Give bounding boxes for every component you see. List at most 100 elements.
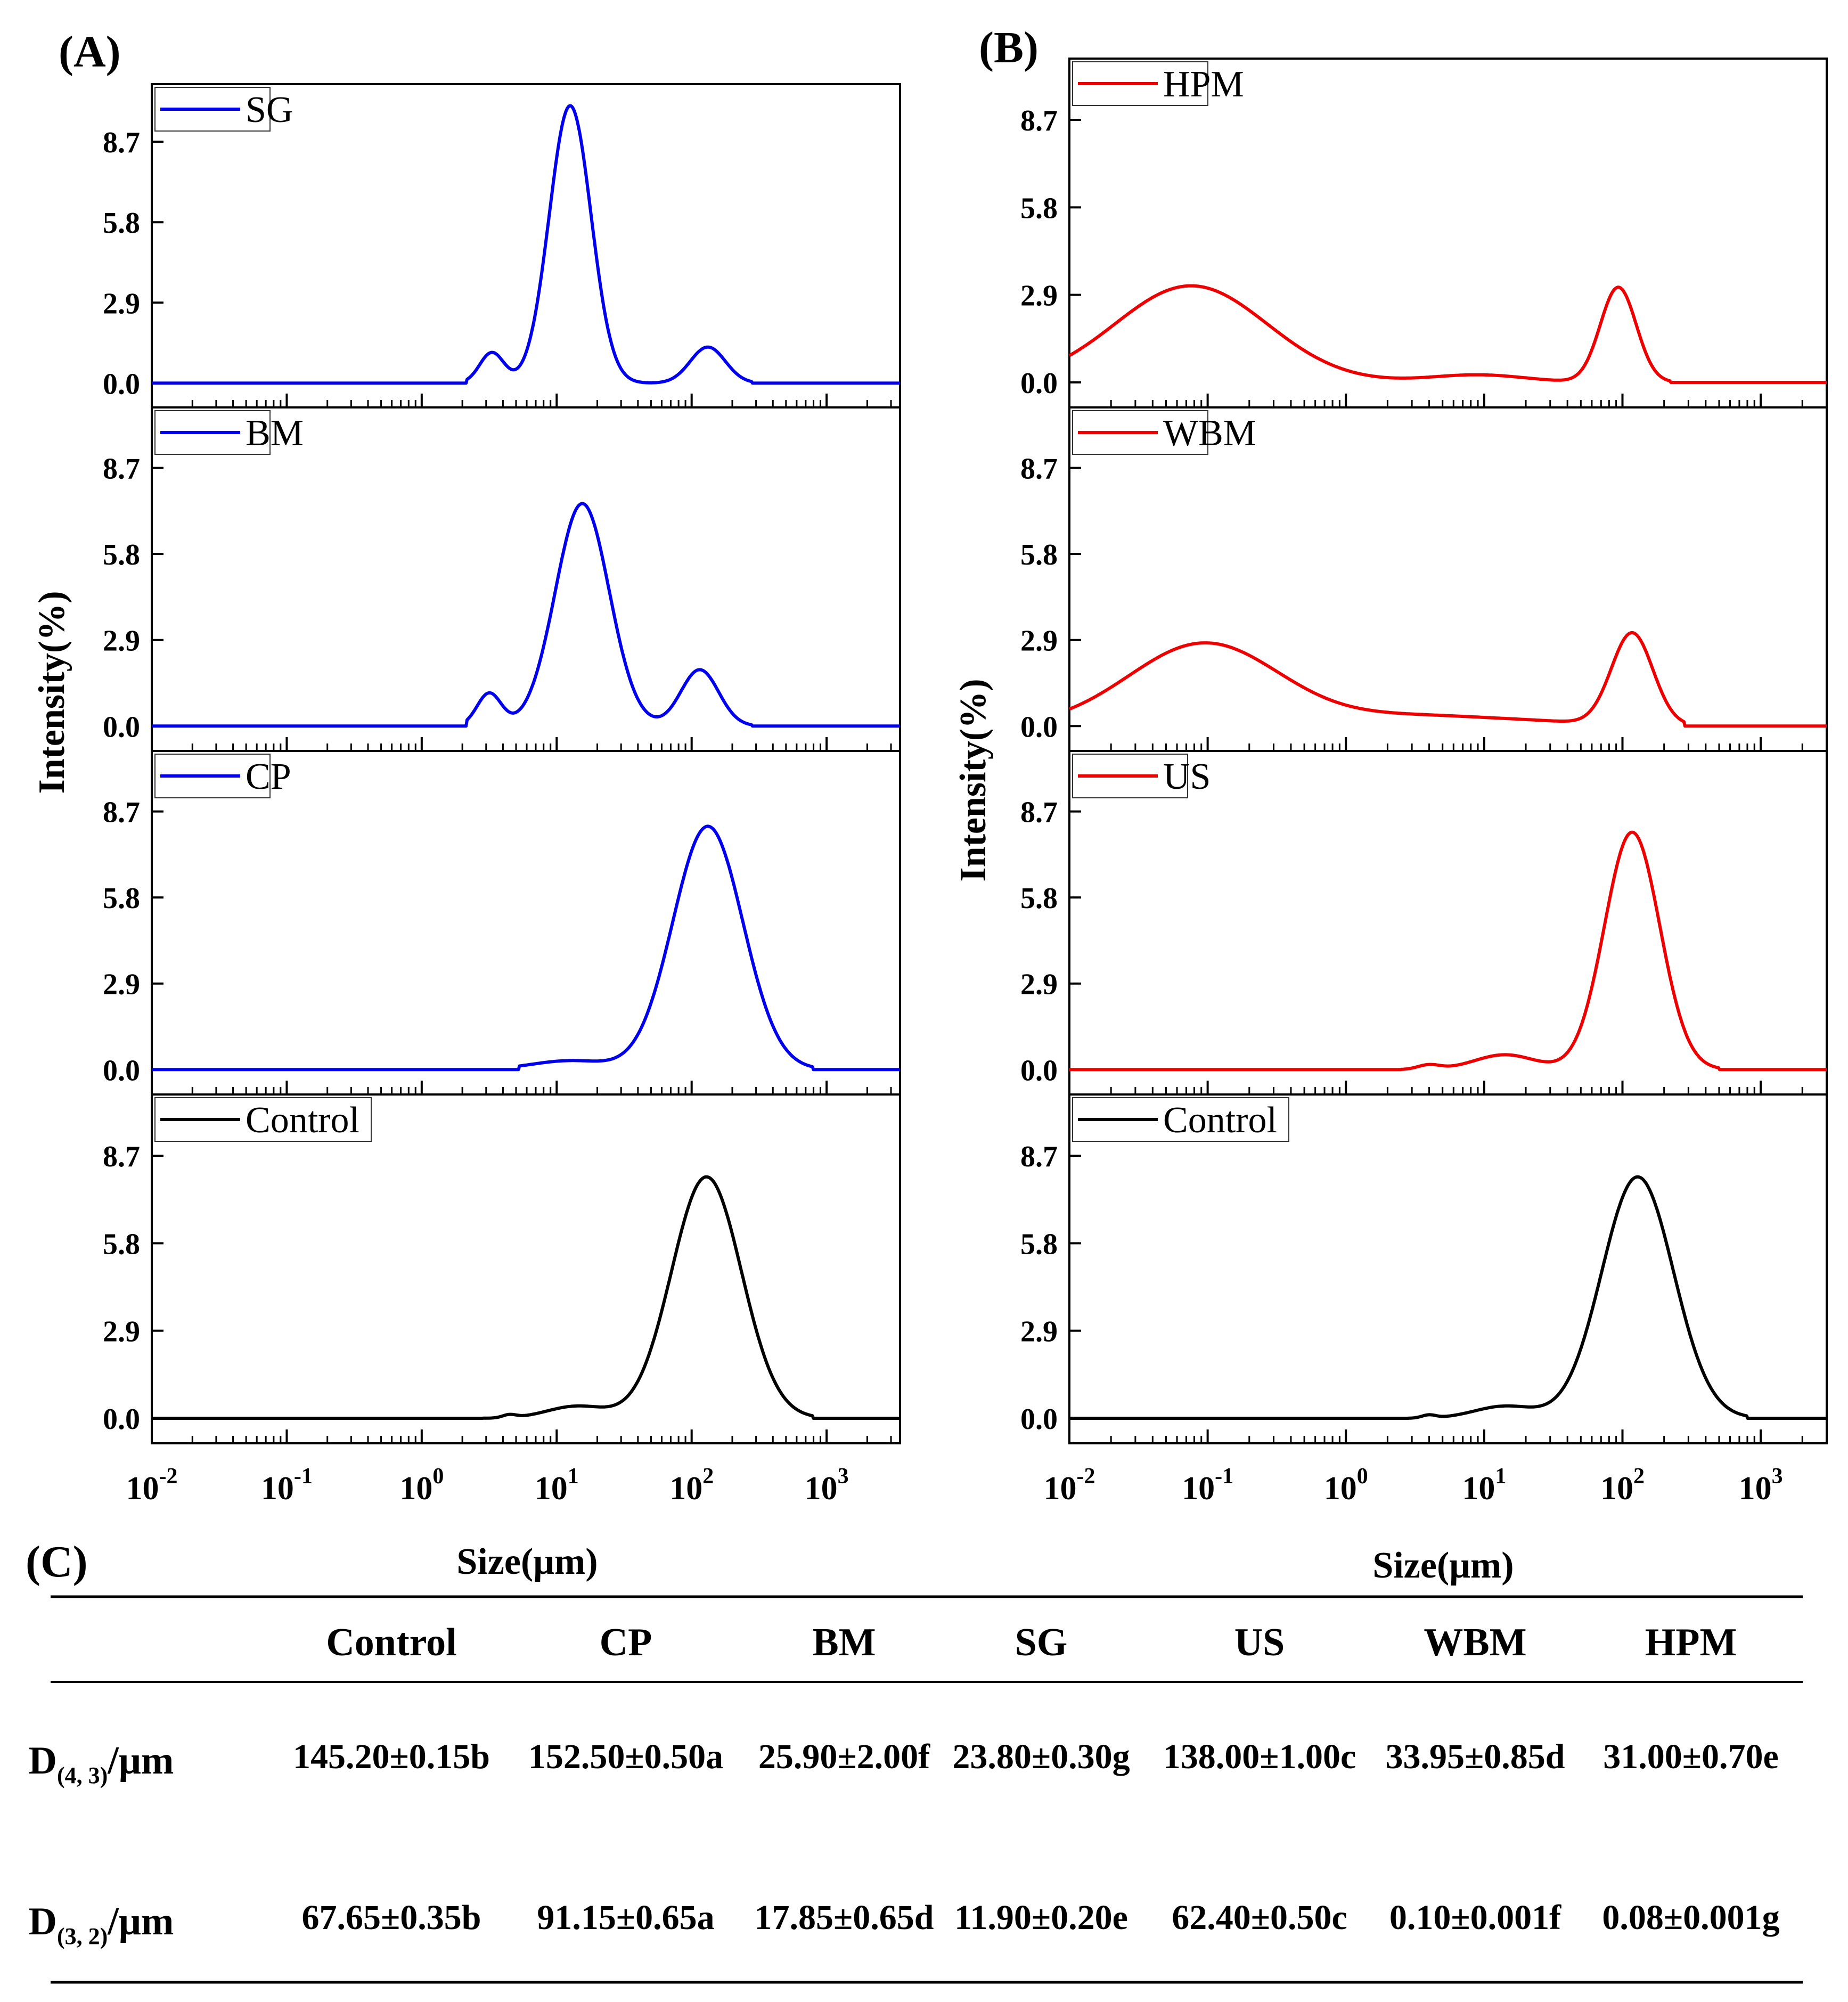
legend-cp: CP (154, 754, 291, 798)
y-tick-label: 8.7 (103, 796, 140, 829)
table-header-hpm: HPM (1645, 1621, 1737, 1664)
y-tick-label: 2.9 (1020, 280, 1058, 313)
legend-sg: SG (154, 87, 293, 132)
series-line-control (1069, 1175, 1827, 1420)
panel-label-c: (C) (26, 1537, 88, 1587)
legend-label: CP (246, 756, 291, 797)
table-cell: 31.00±0.70e (1603, 1737, 1779, 1776)
table-cell: 91.15±0.65a (537, 1898, 714, 1937)
y-tick-label: 8.7 (1020, 1140, 1058, 1173)
x-tick-label: 101 (535, 1464, 579, 1507)
x-tick-label: 101 (1462, 1464, 1506, 1507)
x-axis-title: Size(μm) (1372, 1545, 1514, 1586)
table-header-us: US (1234, 1621, 1285, 1664)
chart-a: 0.0 2.9 5.8 8.7 SG 0.0 2.9 5.8 8.7 BM 0.0 2.9 5.8 8.7… (31, 83, 901, 1582)
legend-label: HPM (1163, 64, 1244, 105)
y-tick-label: 2.9 (103, 968, 140, 1001)
legend-label: Control (1163, 1100, 1277, 1141)
subplot-hpm: 0.0 2.9 5.8 8.7 HPM (1020, 58, 1828, 408)
subplot-us: 0.0 2.9 5.8 8.7 US (1020, 750, 1828, 1096)
table-header-cp: CP (600, 1621, 652, 1664)
y-tick-label: 8.7 (1020, 453, 1058, 486)
y-tick-label: 0.0 (103, 367, 140, 401)
x-tick-label: 100 (1324, 1464, 1368, 1507)
series-line-cp (151, 824, 901, 1072)
legend-bm: BM (154, 410, 304, 455)
plot-frame (151, 750, 901, 1096)
particle-size-table: Control CP BM SG US WBM HPM D(4, 3)/μm 145.20±0.… (29, 1595, 1803, 1984)
plot-frame (1068, 1093, 1828, 1444)
legend-label: BM (246, 413, 304, 454)
table-cell: 145.20±0.15b (293, 1737, 490, 1776)
y-tick-label: 0.0 (1020, 1054, 1058, 1087)
table-row-label: D(3, 2)/μm (29, 1900, 174, 1949)
plot-frame (151, 83, 901, 408)
y-tick-label: 0.0 (1020, 1403, 1058, 1436)
y-tick-label: 0.0 (103, 1403, 140, 1436)
y-tick-label: 0.0 (103, 710, 140, 743)
table-cell: 17.85±0.65d (755, 1898, 934, 1937)
y-tick-label: 5.8 (103, 538, 140, 571)
series-line-us (1069, 830, 1827, 1072)
x-tick-label: 10-1 (261, 1464, 313, 1507)
y-tick-label: 8.7 (103, 1140, 140, 1173)
legend-control: Control (154, 1097, 372, 1142)
x-tick-label: 103 (1739, 1464, 1783, 1507)
legend-wbm: WBM (1072, 410, 1256, 455)
y-tick-label: 2.9 (103, 287, 140, 320)
series-line-bm (151, 502, 901, 728)
y-tick-label: 2.9 (1020, 625, 1058, 658)
y-axis-title: Intensity(%) (953, 679, 994, 881)
table-row-label: D(4, 3)/μm (29, 1739, 174, 1788)
table-header-wbm: WBM (1424, 1621, 1526, 1664)
subplot-control: 0.0 2.9 5.8 8.7 Control (103, 1093, 901, 1444)
legend-hpm: HPM (1072, 61, 1244, 106)
y-tick-label: 8.7 (1020, 104, 1058, 137)
y-axis-title: Intensity(%) (31, 591, 72, 794)
series-line-control (151, 1175, 901, 1420)
legend-label: WBM (1163, 413, 1256, 454)
subplot-sg: 0.0 2.9 5.8 8.7 SG (103, 83, 901, 408)
subplot-cp: 0.0 2.9 5.8 8.7 CP (103, 750, 901, 1096)
series-line-sg (151, 104, 901, 385)
table-cell: 62.40±0.50c (1172, 1898, 1347, 1937)
plot-frame (1068, 750, 1828, 1096)
y-tick-label: 5.8 (1020, 882, 1058, 915)
table-header-bm: BM (812, 1621, 876, 1664)
table-cell: 25.90±2.00f (758, 1737, 930, 1776)
y-tick-label: 2.9 (103, 625, 140, 658)
legend-us: US (1072, 754, 1211, 798)
y-tick-label: 8.7 (103, 126, 140, 159)
subplot-bm: 0.0 2.9 5.8 8.7 BM (103, 406, 901, 752)
y-tick-label: 8.7 (103, 453, 140, 486)
chart-b: 0.0 2.9 5.8 8.7 HPM 0.0 2.9 5.8 8.7 WBM 0.0 2.9 5.8 8… (953, 58, 1828, 1586)
series-line-wbm (1068, 631, 1827, 728)
table-cell: 23.80±0.30g (952, 1737, 1130, 1776)
y-tick-label: 2.9 (1020, 968, 1058, 1001)
table-cell: 152.50±0.50a (528, 1737, 723, 1776)
table-cell: 33.95±0.85d (1386, 1737, 1565, 1776)
y-tick-label: 5.8 (103, 1228, 140, 1261)
plot-frame (1068, 406, 1828, 752)
y-tick-label: 5.8 (1020, 192, 1058, 225)
y-tick-label: 5.8 (103, 207, 140, 240)
y-tick-label: 5.8 (1020, 1228, 1058, 1261)
panel-label-a: (A) (59, 27, 121, 77)
y-tick-label: 2.9 (103, 1315, 140, 1349)
series-line-hpm (1068, 284, 1827, 384)
y-tick-label: 8.7 (1020, 796, 1058, 829)
table-cell: 67.65±0.35b (302, 1898, 481, 1937)
subplot-control: 0.0 2.9 5.8 8.7 Control (1020, 1093, 1828, 1444)
x-tick-label: 10-2 (126, 1464, 178, 1507)
y-tick-label: 2.9 (1020, 1315, 1058, 1349)
legend-label: US (1163, 756, 1211, 797)
table-cell: 0.08±0.001g (1602, 1898, 1779, 1937)
plot-frame (1068, 58, 1828, 408)
table-cell: 138.00±1.00c (1163, 1737, 1356, 1776)
x-tick-label: 100 (399, 1464, 444, 1507)
plot-frame (151, 1093, 901, 1444)
y-tick-label: 5.8 (1020, 538, 1058, 571)
x-axis-title: Size(μm) (456, 1541, 598, 1582)
y-tick-label: 0.0 (1020, 710, 1058, 743)
